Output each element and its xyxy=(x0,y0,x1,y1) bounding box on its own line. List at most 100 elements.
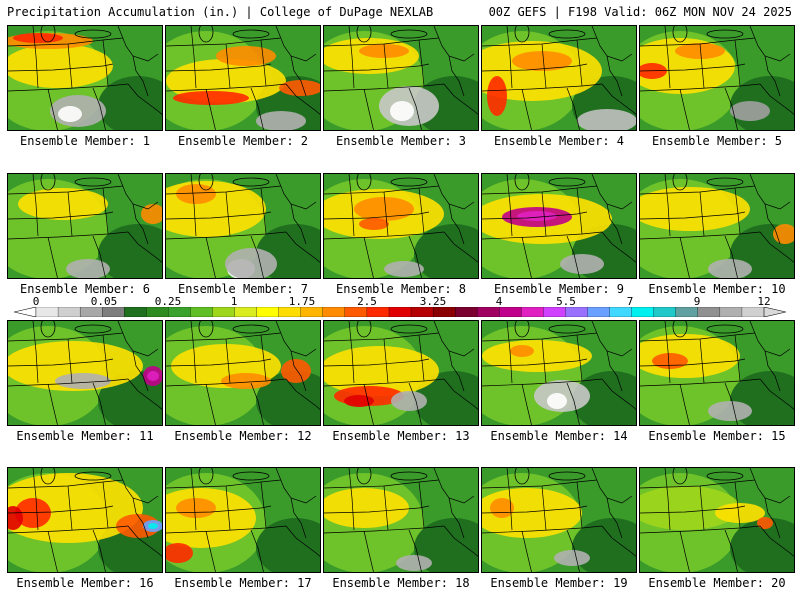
precip-map xyxy=(324,468,479,573)
ensemble-member-label: Ensemble Member: 16 xyxy=(7,576,163,590)
precip-map xyxy=(8,468,163,573)
precip-map xyxy=(324,321,479,426)
colorbar-tick-label: 1.75 xyxy=(289,295,316,308)
ensemble-map-panel xyxy=(323,467,479,573)
ensemble-map-panel xyxy=(323,320,479,426)
ensemble-member-label: Ensemble Member: 15 xyxy=(639,429,795,443)
precip-map xyxy=(8,174,163,279)
ensemble-map-panel xyxy=(7,173,163,279)
ensemble-map-panel xyxy=(481,467,637,573)
ensemble-map-panel xyxy=(481,25,637,131)
colorbar-tick-label: 2.5 xyxy=(357,295,377,308)
ensemble-member-label: Ensemble Member: 20 xyxy=(639,576,795,590)
colorbar-swatch xyxy=(389,307,411,317)
colorbar-swatch xyxy=(654,307,676,317)
colorbar-swatch xyxy=(279,307,301,317)
colorbar-swatch xyxy=(257,307,279,317)
colorbar-swatch xyxy=(190,307,212,317)
colorbar-swatch xyxy=(102,307,124,317)
colorbar-swatch xyxy=(698,307,720,317)
colorbar-swatch xyxy=(632,307,654,317)
precip-map xyxy=(640,174,795,279)
colorbar-swatch xyxy=(323,307,345,317)
colorbar-swatch xyxy=(433,307,455,317)
colorbar-swatch xyxy=(565,307,587,317)
colorbar-swatch xyxy=(543,307,565,317)
colorbar-tick-label: 0 xyxy=(33,295,40,308)
precip-map xyxy=(166,468,321,573)
ensemble-map-panel xyxy=(323,25,479,131)
colorbar-swatch xyxy=(742,307,764,317)
colorbar-swatch xyxy=(610,307,632,317)
run-valid-time: 00Z GEFS | F198 Valid: 06Z MON NOV 24 20… xyxy=(489,5,792,19)
ensemble-member-label: Ensemble Member: 10 xyxy=(639,282,795,296)
colorbar-swatch xyxy=(720,307,742,317)
precip-map xyxy=(8,26,163,131)
colorbar-swatch xyxy=(58,307,80,317)
colorbar-swatch xyxy=(80,307,102,317)
precip-map xyxy=(166,321,321,426)
ensemble-map-panel xyxy=(165,25,321,131)
colorbar-swatch xyxy=(477,307,499,317)
colorbar-swatch xyxy=(146,307,168,317)
ensemble-member-label: Ensemble Member: 6 xyxy=(7,282,163,296)
precip-map xyxy=(324,26,479,131)
colorbar-swatch xyxy=(345,307,367,317)
ensemble-map-panel xyxy=(165,173,321,279)
ensemble-map-panel xyxy=(639,467,795,573)
colorbar-tick-label: 12 xyxy=(757,295,770,308)
colorbar-swatch xyxy=(168,307,190,317)
ensemble-member-label: Ensemble Member: 2 xyxy=(165,134,321,148)
precip-map xyxy=(482,468,637,573)
ensemble-member-label: Ensemble Member: 17 xyxy=(165,576,321,590)
ensemble-map-panel xyxy=(7,467,163,573)
colorbar-min-arrow xyxy=(14,307,36,317)
precip-map xyxy=(640,468,795,573)
precip-map xyxy=(482,26,637,131)
colorbar-swatch xyxy=(455,307,477,317)
ensemble-map-panel xyxy=(323,173,479,279)
colorbar-tick-label: 7 xyxy=(627,295,634,308)
colorbar-tick-label: 5.5 xyxy=(556,295,576,308)
precip-map xyxy=(640,26,795,131)
colorbar-swatch xyxy=(411,307,433,317)
ensemble-map-panel xyxy=(7,25,163,131)
colorbar-swatch xyxy=(521,307,543,317)
precip-map xyxy=(482,174,637,279)
colorbar-swatch xyxy=(235,307,257,317)
ensemble-member-label: Ensemble Member: 14 xyxy=(481,429,637,443)
colorbar-swatch xyxy=(676,307,698,317)
ensemble-member-label: Ensemble Member: 9 xyxy=(481,282,637,296)
colorbar-tick-label: 3.25 xyxy=(420,295,447,308)
ensemble-member-label: Ensemble Member: 12 xyxy=(165,429,321,443)
colorbar-swatch xyxy=(212,307,234,317)
precip-map xyxy=(8,321,163,426)
ensemble-member-label: Ensemble Member: 19 xyxy=(481,576,637,590)
ensemble-map-panel xyxy=(165,320,321,426)
colorbar-tick-label: 0.25 xyxy=(155,295,182,308)
colorbar-tick-label: 0.05 xyxy=(91,295,118,308)
colorbar-tick-label: 4 xyxy=(496,295,503,308)
ensemble-member-label: Ensemble Member: 3 xyxy=(323,134,479,148)
colorbar-max-arrow xyxy=(764,307,786,317)
precip-map xyxy=(166,174,321,279)
map-title: Precipitation Accumulation (in.) | Colle… xyxy=(7,5,433,19)
ensemble-member-label: Ensemble Member: 5 xyxy=(639,134,795,148)
colorbar-swatch xyxy=(36,307,58,317)
ensemble-member-label: Ensemble Member: 13 xyxy=(323,429,479,443)
precip-map xyxy=(166,26,321,131)
ensemble-member-label: Ensemble Member: 11 xyxy=(7,429,163,443)
ensemble-map-panel xyxy=(165,467,321,573)
precip-colorbar xyxy=(14,307,786,317)
precip-map xyxy=(482,321,637,426)
ensemble-map-panel xyxy=(481,320,637,426)
ensemble-map-panel xyxy=(639,320,795,426)
colorbar-swatch xyxy=(301,307,323,317)
colorbar-swatch xyxy=(367,307,389,317)
ensemble-map-panel xyxy=(7,320,163,426)
precip-map xyxy=(324,174,479,279)
colorbar-tick-label: 1 xyxy=(231,295,238,308)
colorbar-swatch xyxy=(499,307,521,317)
ensemble-member-label: Ensemble Member: 4 xyxy=(481,134,637,148)
ensemble-map-panel xyxy=(481,173,637,279)
